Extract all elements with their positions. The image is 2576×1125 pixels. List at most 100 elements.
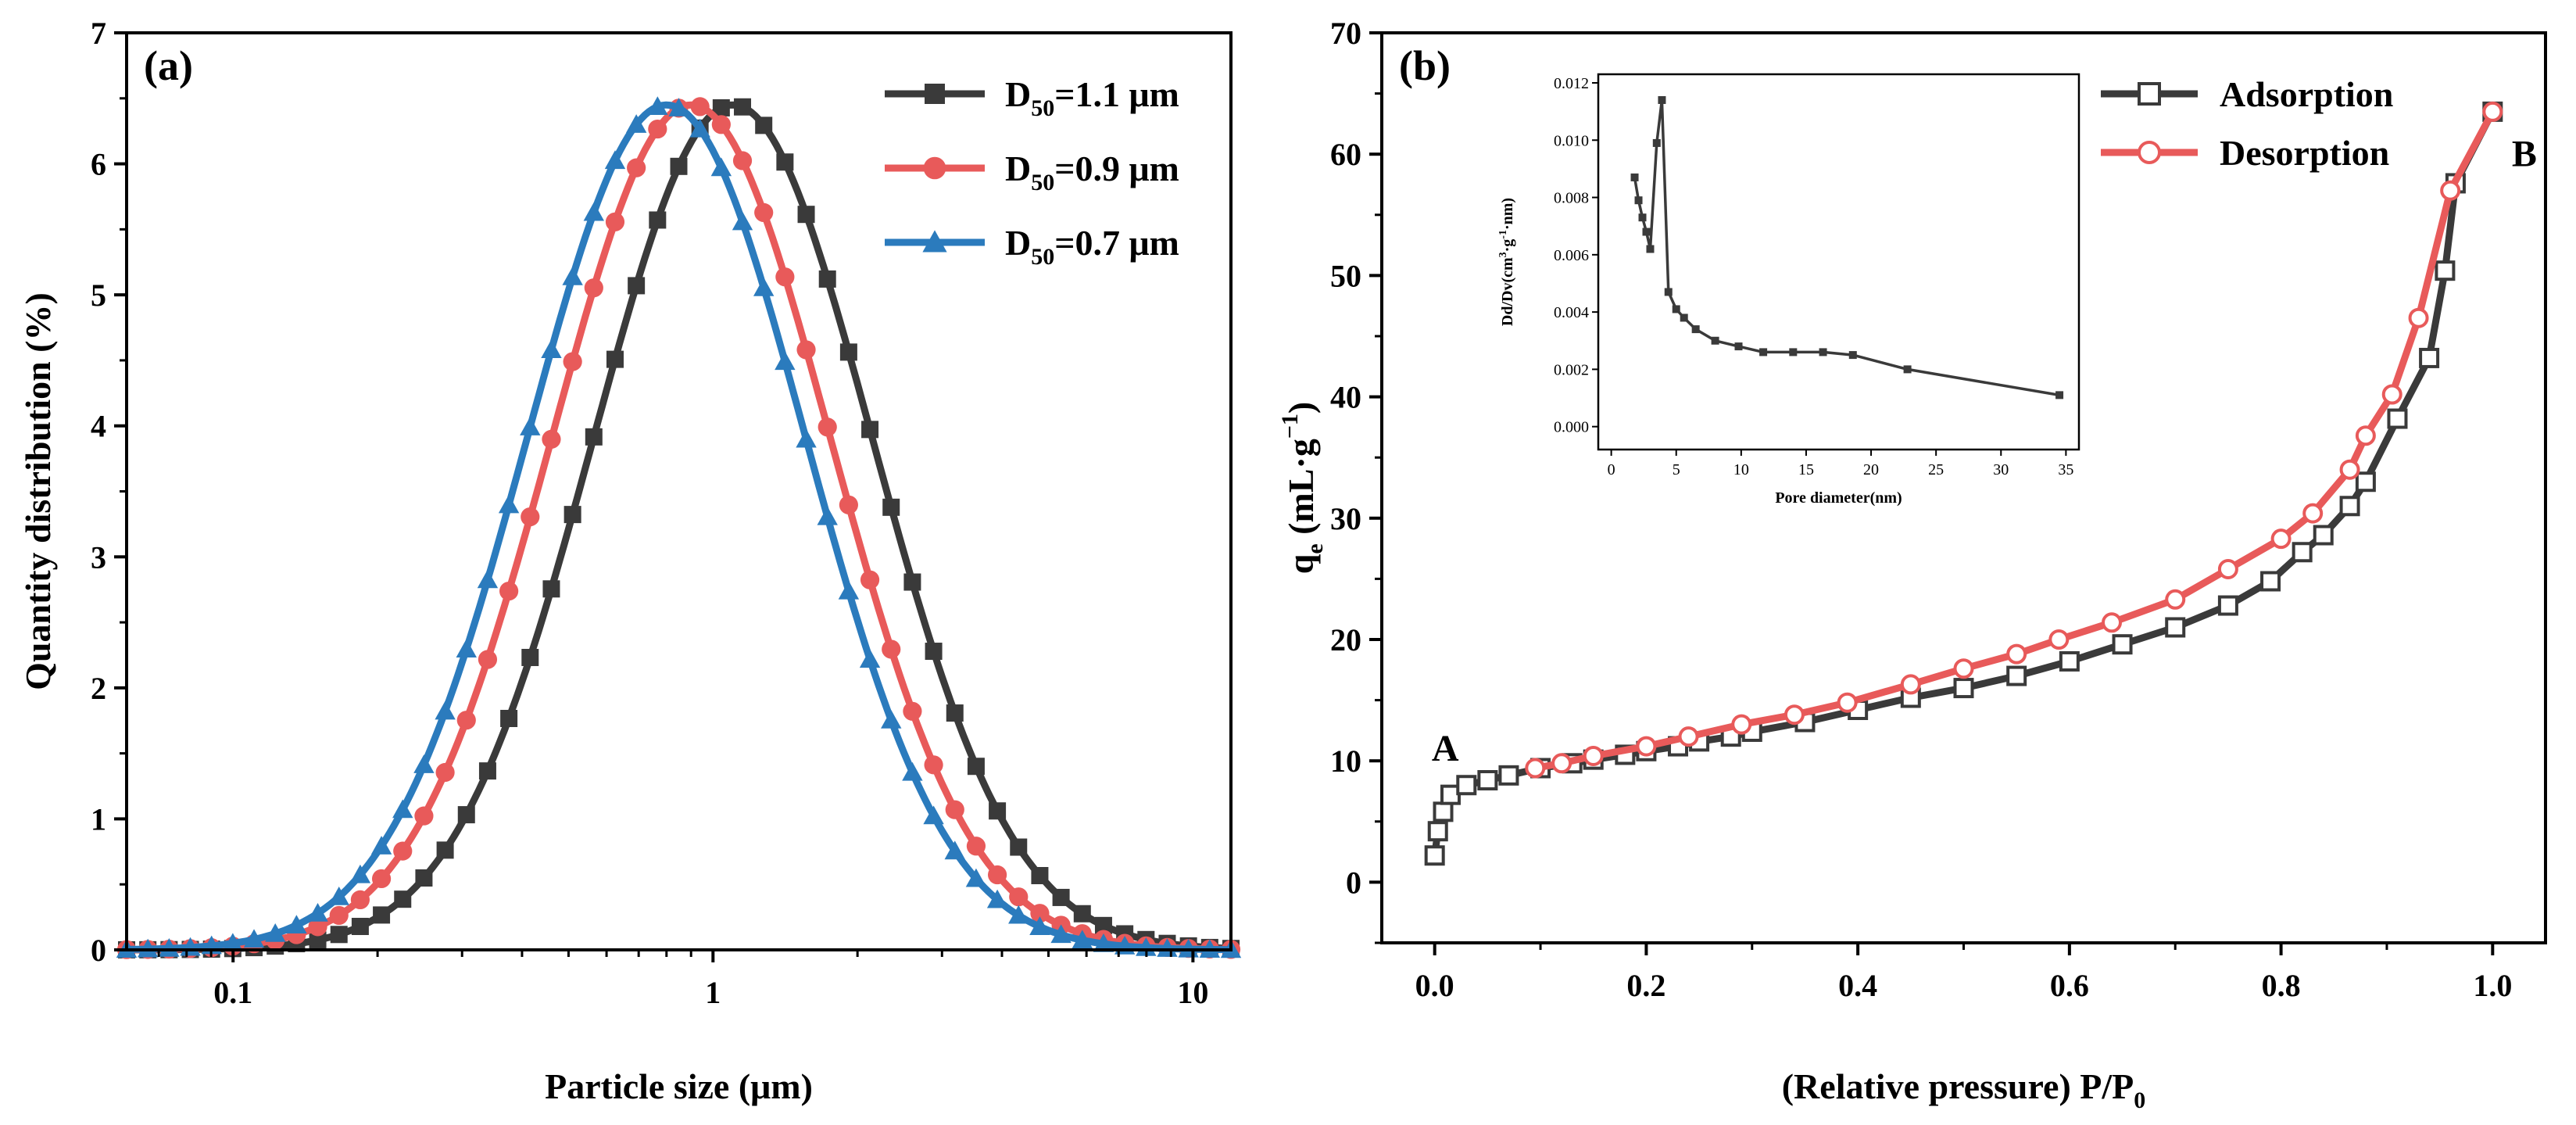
data-point [1029,916,1050,935]
inset-data-point [1664,288,1673,296]
data-point [604,150,626,170]
data-point [435,700,456,720]
data-point [2217,558,2238,579]
data-point [498,494,520,514]
x-tick-label: 0.6 [2050,968,2089,1003]
data-point [478,650,498,669]
legend: Adsorption Desorption [2101,74,2393,173]
inset-frame [1597,73,2080,451]
x-tick-label: 1 [705,975,721,1010]
data-point [1731,714,1752,735]
data-point [754,202,774,223]
x-tick-label: 10 [1177,975,1208,1010]
point-label: B [2512,134,2537,175]
data-point [2165,617,2186,638]
inset-chart: 0 5 10 15 20 25 30 35 0.000 0.002 0.004 0.006 0.008 0… [1497,73,2080,507]
data-point [2419,347,2440,368]
data-point [1837,692,1858,713]
y-tick-label: 10 [1330,743,1361,779]
inset-x-tick-label: 35 [2058,461,2073,478]
data-point [625,114,647,133]
data-point [1072,930,1093,949]
x-tick-label: 0.0 [1415,968,1454,1003]
data-point [839,343,857,361]
data-point [415,869,433,887]
y-axis-title-subscript: e [1302,543,1328,554]
data-point [755,116,773,134]
inset-data-point [1711,336,1719,345]
data-point [647,96,668,115]
data-point [542,429,561,449]
inset-y-tick-label: 0.008 [1554,190,1589,207]
data-point [457,806,475,824]
data-point [309,931,327,949]
data-point [2482,101,2503,122]
data-point [989,802,1007,820]
data-point [435,762,455,783]
y-tick-label: 20 [1330,622,1361,657]
data-point [542,580,560,598]
data-point [2387,408,2408,429]
y-tick-label: 60 [1330,137,1361,172]
data-point [137,938,159,958]
legend-prefix: D [1005,223,1031,263]
data-point [478,762,496,780]
data-point [456,639,477,658]
data-point [967,758,985,776]
data-point [776,153,794,171]
y-axis-title: qe (mL·g−1) [1277,402,1328,575]
data-point [520,417,541,435]
inset-y-title-main: Dd/Dv(cm [1499,257,1516,326]
data-point [818,270,836,288]
data-point [393,841,413,861]
data-point [797,206,815,224]
x-tick-label: 1.0 [2473,968,2512,1003]
data-point [159,937,180,957]
data-point [1424,845,1445,866]
data-point [370,836,392,854]
inset-data-point [1848,351,1857,360]
data-point [2355,471,2376,493]
inset-data-point [1642,228,1651,236]
inset-x-tick-label: 5 [1673,461,1680,478]
data-point [882,640,901,659]
data-point [903,701,922,721]
data-point [499,581,519,601]
data-point [944,840,965,860]
inset-data-point [1672,305,1680,313]
data-point [1456,775,1477,796]
data-point [925,643,943,661]
data-point [2102,612,2123,633]
data-point [1073,905,1091,923]
inset-data-point [1691,325,1700,334]
legend-marker [922,230,947,253]
data-point [775,351,796,371]
y-tick-label: 5 [91,278,106,313]
data-point [1953,678,1974,699]
data-point [1052,888,1070,906]
data-point [924,755,943,775]
data-point [414,806,434,826]
inset-y-title-sup: -1 [1497,230,1509,239]
data-point [987,865,1007,885]
legend-label: D50=1.1 μm [1005,74,1179,121]
inset-y-tick-label: 0.004 [1554,304,1589,321]
data-point [371,869,392,889]
y-tick-label: 70 [1330,16,1361,51]
data-point [627,158,646,177]
data-point [2270,528,2292,550]
data-point [945,800,964,819]
data-point [1551,753,1572,774]
legend-marker [923,156,946,180]
series-3 [116,96,1242,958]
data-point [1636,736,1657,757]
y-tick-label: 40 [1330,380,1361,415]
x-tick-label: 0.4 [1838,968,1877,1003]
x-axis-title-main: (Relative pressure) P/P [1782,1066,2134,1106]
y-axis-title: Quantity distribution (%) [18,292,58,690]
data-point [2165,589,2186,610]
inset-data-point [1634,196,1643,205]
inset-x-tick-label: 30 [1993,461,2009,478]
y-tick-label: 0 [91,933,106,968]
inset-x-tick-label: 25 [1928,461,1944,478]
